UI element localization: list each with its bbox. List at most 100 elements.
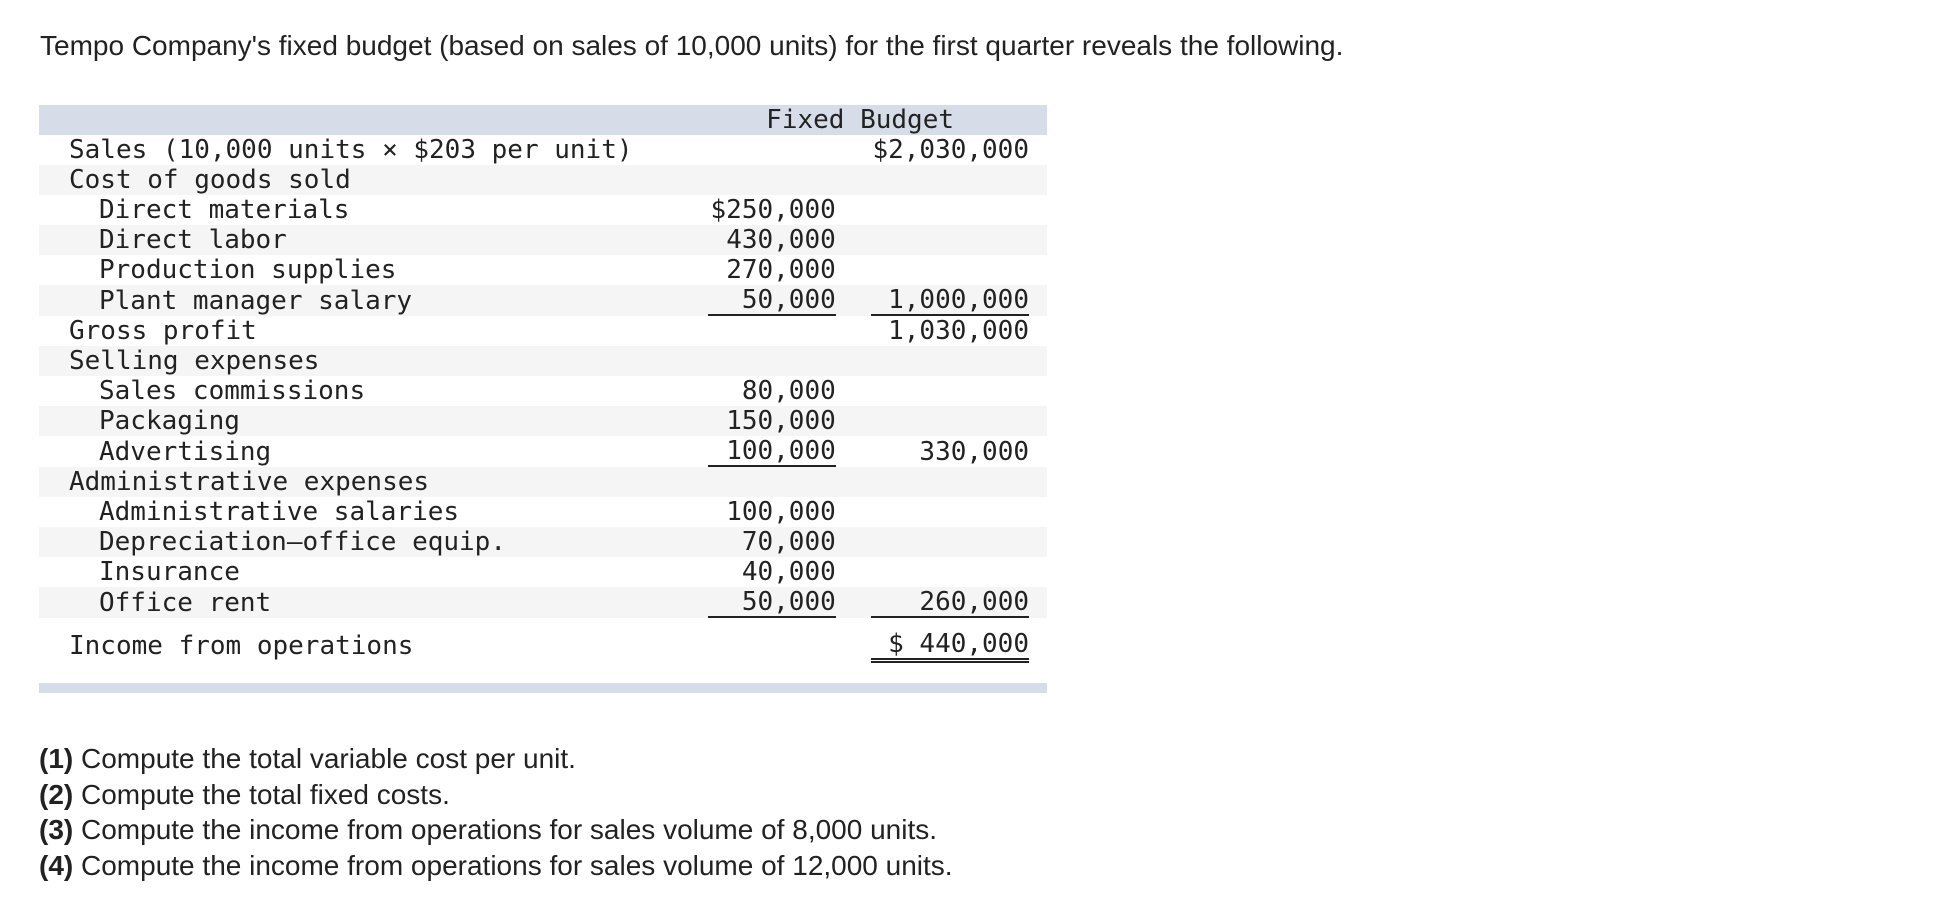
table-row: Gross profit 1,030,000 (39, 316, 1047, 346)
amount-cell: 100,000 (673, 497, 846, 527)
amount-cell (846, 557, 1047, 587)
row-label: Advertising (99, 436, 272, 467)
amount-cell: 1,000,000 (845, 285, 1047, 316)
amount-cell (673, 135, 846, 165)
amount-cell: 260,000 (845, 587, 1047, 618)
amount-cell (846, 255, 1047, 285)
question: (4) Compute the income from operations f… (39, 848, 953, 884)
amount: 260,000 (871, 588, 1029, 618)
amount: 1,000,000 (871, 286, 1029, 316)
table-row: Advertising 100,000 330,000 (39, 436, 1047, 467)
table-row: Plant manager salary 50,000 1,000,000 (39, 285, 1047, 316)
amount-cell: 1,030,000 (846, 316, 1047, 346)
question: (3) Compute the income from operations f… (39, 812, 953, 848)
row-label: Depreciation—office equip. (39, 527, 674, 557)
table-row: Direct materials $250,000 (39, 195, 1047, 225)
intro: Tempo Company's fixed budget (based on s… (40, 30, 1344, 61)
amount: $250,000 (710, 195, 836, 225)
row-label: Administrative expenses (39, 467, 674, 497)
amount-cell: 100,000 (673, 436, 846, 467)
amount-cell: $250,000 (673, 195, 846, 225)
row-label: Plant manager salary (39, 285, 674, 316)
amount: 70,000 (741, 527, 836, 557)
amount-cell: 80,000 (673, 376, 846, 406)
amount-cell (845, 225, 1047, 255)
table-row: Sales (10,000 units × $203 per unit) $2,0… (39, 135, 1047, 165)
amount-cell: 330,000 (846, 436, 1047, 467)
question: (1) Compute the total variable cost per … (39, 741, 953, 777)
amount-cell: 50,000 (673, 285, 846, 316)
row-label: Income from operations (69, 631, 414, 661)
budget-table: Fixed Budget Sales (10,000 units × $203 … (39, 105, 1047, 674)
table-row: Direct labor 430,000 (39, 225, 1047, 255)
question-number: (2) (39, 778, 74, 810)
table-row: Sales commissions 80,000 (39, 376, 1047, 406)
amount: 270,000 (726, 255, 836, 285)
amount-cell: 430,000 (673, 225, 846, 255)
amount: 50,000 (707, 286, 836, 316)
amount: 330,000 (919, 436, 1029, 467)
amount-cell (845, 527, 1047, 557)
amount: 50,000 (707, 588, 836, 618)
table-row: Income from operations $ 440,000 (39, 618, 1047, 674)
question-number: (4) (39, 849, 74, 881)
row-label: Production supplies (99, 255, 397, 285)
table-row: Depreciation—office equip. 70,000 (39, 527, 1047, 557)
header: Fixed Budget (673, 105, 1047, 135)
question-number: (3) (39, 814, 74, 845)
row-label: Administrative salaries (99, 497, 460, 527)
amount-cell: 70,000 (673, 527, 846, 557)
row-label: Packaging (39, 406, 674, 436)
amount-cell (846, 376, 1047, 406)
amount-cell (845, 346, 1047, 376)
amount: 430,000 (726, 225, 836, 255)
amount-cell: 150,000 (673, 406, 846, 436)
row-label: Insurance (99, 557, 240, 587)
table-row: Selling expenses (39, 346, 1047, 376)
table-row: Insurance 40,000 (39, 557, 1047, 587)
row-label: Sales (10,000 units × $203 per unit) (69, 135, 633, 165)
row-label: Cost of goods sold (39, 165, 674, 195)
amount: $ 440,000 (871, 630, 1029, 663)
amount-cell: $ 440,000 (846, 618, 1047, 674)
table-row: Cost of goods sold (39, 165, 1047, 195)
row-label: Direct materials (99, 195, 350, 225)
amount-cell (846, 497, 1047, 527)
amount: 100,000 (726, 497, 836, 527)
amount-cell: 270,000 (673, 255, 846, 285)
question-text: Compute the total variable cost per unit… (81, 743, 576, 774)
amount: 150,000 (726, 406, 836, 436)
questions: (1) Compute the total variable cost per … (39, 741, 953, 883)
amount-cell (845, 165, 1047, 195)
amount-cell: $2,030,000 (846, 135, 1047, 165)
amount-cell (673, 618, 846, 674)
question-text: Compute the total fixed costs. (81, 778, 450, 810)
question-text: Compute the income from operations for s… (81, 849, 953, 881)
amount: 100,000 (707, 437, 836, 467)
amount: 80,000 (741, 376, 836, 406)
amount: $2,030,000 (872, 135, 1029, 165)
row-label: Sales commissions (99, 376, 366, 406)
amount: 40,000 (741, 557, 836, 587)
question-number: (1) (39, 743, 74, 774)
row-label: Office rent (39, 587, 674, 618)
amount: 1,030,000 (888, 316, 1029, 346)
row-label: Selling expenses (39, 346, 674, 376)
amount-cell (673, 165, 846, 195)
question: (2) Compute the total fixed costs. (39, 777, 953, 813)
amount-cell (845, 406, 1047, 436)
table-row: Production supplies 270,000 (39, 255, 1047, 285)
row-label: Gross profit (69, 316, 257, 346)
amount-cell (846, 195, 1047, 225)
amount-cell: 40,000 (673, 557, 846, 587)
amount-cell (845, 467, 1047, 497)
amount-cell (673, 467, 846, 497)
table-footer-bar (39, 683, 1047, 693)
amount-cell: 50,000 (673, 587, 846, 618)
amount-cell (673, 316, 846, 346)
table-row: Administrative salaries 100,000 (39, 497, 1047, 527)
header-row: Fixed Budget (39, 105, 1047, 135)
table-row: Administrative expenses (39, 467, 1047, 497)
amount-cell (673, 346, 846, 376)
